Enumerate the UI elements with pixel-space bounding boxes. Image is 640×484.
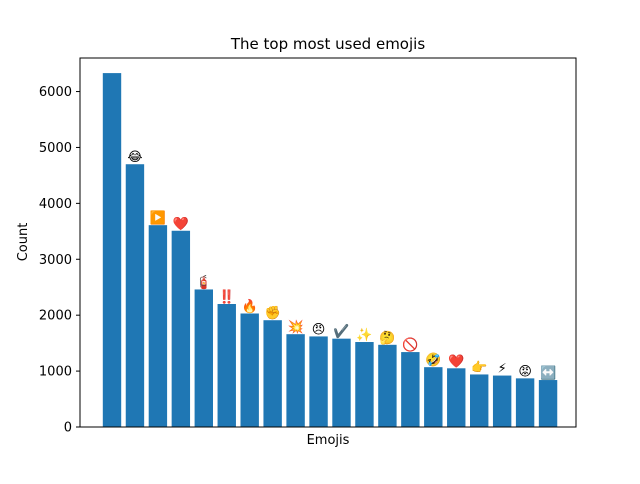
- y-tick-label: 1000: [39, 365, 72, 380]
- bar-emoji-label: ↔️: [540, 365, 556, 381]
- bar: [447, 368, 466, 427]
- y-tick-label: 6000: [39, 85, 72, 100]
- bar: [240, 313, 259, 427]
- bar-emoji-label: ‼️: [219, 289, 235, 305]
- bar: [102, 73, 122, 427]
- y-tick-label: 2000: [39, 309, 72, 324]
- bar-emoji-label: ✔️: [333, 324, 349, 340]
- x-axis-title: Emojis: [307, 433, 350, 448]
- bar-emoji-label: ❤️: [173, 216, 190, 232]
- bar: [148, 225, 168, 427]
- bar-emoji-label: 😠: [312, 322, 326, 337]
- bar: [332, 338, 351, 427]
- y-axis: 0 1000 2000 3000 4000 5000 6000: [39, 85, 80, 436]
- bar-emoji-label: ❤️: [448, 353, 465, 369]
- bar: [470, 374, 489, 427]
- bar: [286, 334, 305, 427]
- bar: [378, 344, 397, 427]
- y-tick-label: 3000: [39, 253, 72, 268]
- bar-emoji-label: 🤔: [379, 330, 395, 346]
- bar-emoji-label: ✨: [356, 327, 372, 343]
- bar-emoji-label: ✊: [265, 305, 281, 321]
- bar: [515, 378, 535, 427]
- bar-emoji-label: 🧯: [196, 274, 212, 290]
- bar-emoji-label: ⚡: [498, 362, 507, 377]
- bar: [171, 230, 191, 427]
- y-tick-label: 5000: [39, 141, 72, 156]
- bar: [355, 342, 374, 427]
- bar-emoji-label: 😡: [518, 364, 532, 379]
- bar-emoji-label: 🔥: [242, 299, 258, 315]
- bar: [401, 352, 420, 427]
- chart-title: The top most used emojis: [230, 35, 425, 53]
- bar: [194, 289, 213, 427]
- bar: [125, 164, 145, 428]
- bar: [217, 304, 236, 427]
- y-tick-label: 4000: [39, 197, 72, 212]
- bar-emoji-label: 😂: [127, 150, 142, 165]
- bar: [424, 367, 443, 427]
- bars-group: [102, 73, 558, 428]
- bar: [309, 336, 328, 427]
- bar-emoji-label: ▶️: [150, 210, 166, 226]
- bar-emoji-label: 👉: [471, 359, 487, 375]
- emoji-labels-group: 😂 ▶️ ❤️ 🧯 ‼️ 🔥 ✊ 💥 😠 ✔️ ✨ 🤔 🚫 🤣 ❤️ 👉 ⚡ 😡 ↔️: [127, 150, 556, 381]
- y-axis-title: Count: [16, 223, 31, 262]
- bar-emoji-label: 🤣: [424, 352, 441, 368]
- bar-emoji-label: 💥: [288, 319, 304, 335]
- bar-emoji-label: 🚫: [402, 337, 418, 353]
- y-tick-label: 0: [64, 421, 72, 436]
- bar: [263, 320, 282, 427]
- plot-frame: [79, 57, 577, 428]
- bar: [538, 380, 558, 427]
- bar: [492, 375, 512, 427]
